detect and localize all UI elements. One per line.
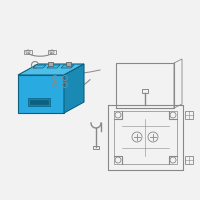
Bar bbox=[142, 89, 148, 93]
Bar bbox=[48, 50, 56, 54]
Polygon shape bbox=[47, 65, 60, 68]
Bar bbox=[30, 100, 48, 104]
Polygon shape bbox=[66, 62, 71, 66]
Polygon shape bbox=[33, 65, 46, 68]
Bar bbox=[28, 98, 50, 106]
Polygon shape bbox=[48, 62, 53, 66]
Polygon shape bbox=[64, 64, 84, 113]
Bar bbox=[185, 111, 193, 119]
Bar bbox=[24, 50, 32, 54]
Polygon shape bbox=[18, 64, 84, 75]
Polygon shape bbox=[18, 75, 64, 113]
Bar bbox=[93, 146, 99, 149]
Polygon shape bbox=[61, 65, 74, 68]
Bar bbox=[185, 156, 193, 164]
